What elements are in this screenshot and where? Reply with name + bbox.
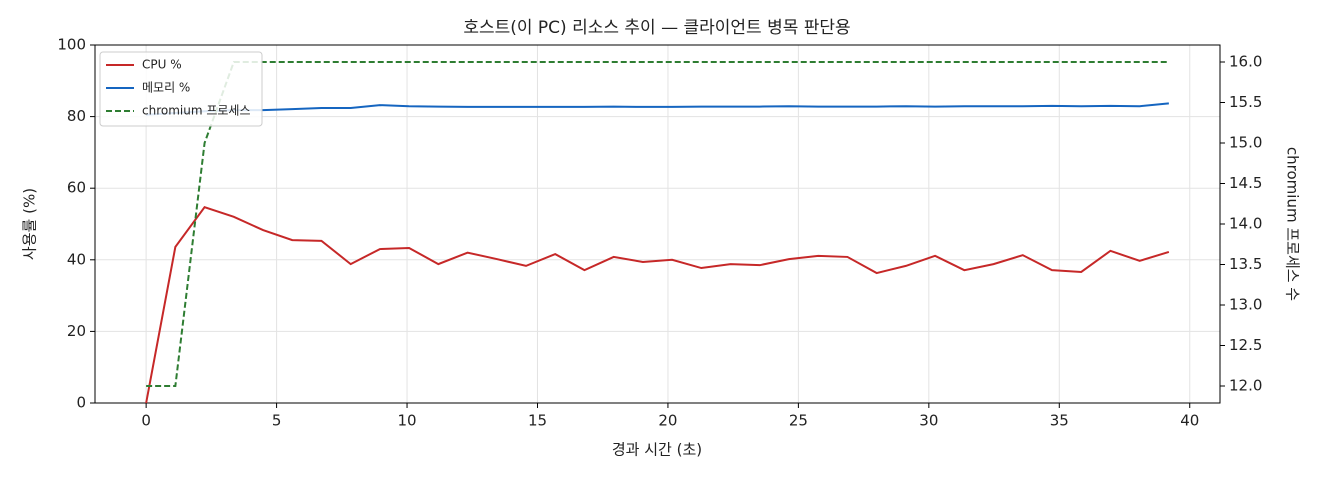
y2-tick-label: 14.5 [1229,174,1262,192]
y-tick-label: 100 [57,36,86,54]
plot-frame [94,44,1221,404]
x-tick-label: 30 [919,412,938,430]
series-line [145,205,1170,404]
y2-tick-label: 12.0 [1229,376,1262,394]
x-tick-label: 35 [1050,412,1069,430]
x-tick-label: 0 [141,412,151,430]
y2-tick-label: 13.0 [1229,295,1262,313]
y-tick-label: 60 [67,179,86,197]
legend-label: 메모리 % [142,81,190,95]
y-axis-label: 사용률 (%) [21,188,39,260]
y2-tick-label: 15.5 [1229,93,1262,111]
x-tick-label: 20 [658,412,677,430]
y-tick-label: 40 [67,250,86,268]
x-tick-label: 5 [272,412,282,430]
y-tick-label: 80 [67,107,86,125]
y-tick-label: 0 [76,394,86,412]
y2-axis-label: chromium 프로세스 수 [1284,147,1302,301]
x-tick-label: 25 [789,412,808,430]
legend-label: CPU % [142,58,182,72]
x-tick-label: 15 [528,412,547,430]
y-tick-label: 20 [67,322,86,340]
x-tick-label: 10 [397,412,416,430]
x-axis-label: 경과 시간 (초) [612,441,702,459]
x-tick-label: 40 [1180,412,1199,430]
series-line [146,61,1169,387]
y2-tick-label: 13.5 [1229,255,1262,273]
y2-tick-label: 12.5 [1229,336,1262,354]
y2-tick-label: 14.0 [1229,215,1262,233]
legend-box [99,51,263,127]
y2-tick-label: 15.0 [1229,134,1262,152]
series-line [146,102,1169,116]
legend-label: chromium 프로세스 [142,104,251,118]
chart-title: 호스트(이 PC) 리소스 추이 — 클라이언트 병목 판단용 [463,18,850,38]
y2-tick-label: 16.0 [1229,53,1262,71]
